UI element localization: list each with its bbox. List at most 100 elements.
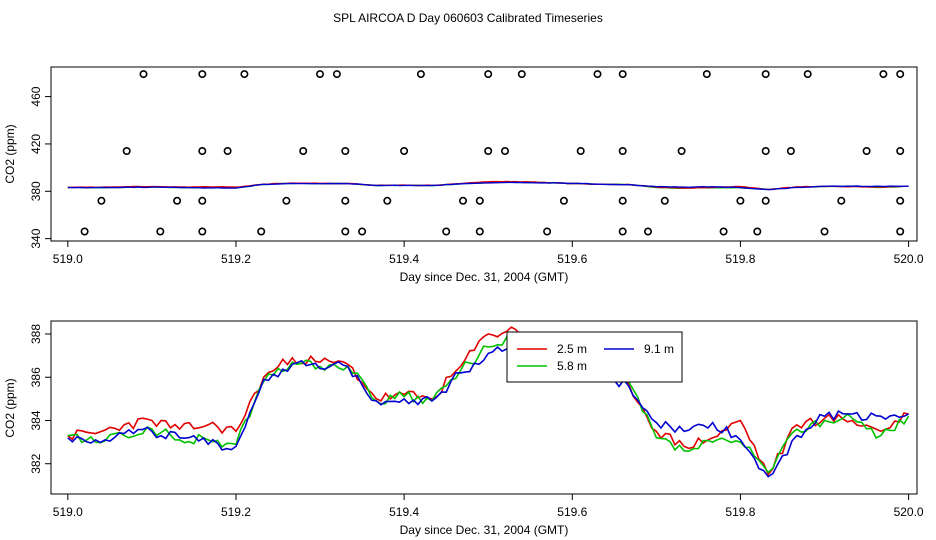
top-y-tick-label: 420	[29, 134, 43, 154]
top-scatter-point	[475, 196, 484, 205]
bottom-y-axis: 382 384 386 388	[29, 324, 51, 474]
legend-box	[506, 331, 683, 383]
top-y-tick-label: 460	[29, 86, 43, 106]
bottom-x-tick-label: 519.2	[221, 505, 251, 519]
top-scatter-point	[896, 70, 905, 79]
top-scatter-point	[416, 70, 425, 79]
top-scatter-point	[484, 147, 493, 156]
top-scatter-point	[223, 147, 232, 156]
top-scatter-points	[80, 70, 905, 236]
top-scatter-point	[442, 227, 451, 236]
bottom-y-tick-label: 388	[29, 324, 43, 344]
bottom-panel: 382 384 386 388 519.0 519.2 519.4 519.6 519.8 52…	[3, 320, 924, 537]
top-scatter-point	[576, 147, 585, 156]
bottom-y-label: CO2 (ppm)	[3, 378, 17, 437]
top-scatter-point	[257, 227, 266, 236]
top-y-axis: 340 380 420 460	[29, 86, 51, 249]
top-scatter-point	[786, 147, 795, 156]
bottom-x-tick-label: 519.8	[725, 505, 755, 519]
top-scatter-point	[618, 227, 627, 236]
top-x-label: Day since Dec. 31, 2004 (GMT)	[400, 270, 569, 284]
bottom-y-tick-label: 386	[29, 367, 43, 387]
bottom-y-tick-label: 382	[29, 453, 43, 473]
top-scatter-point	[122, 147, 131, 156]
chart-title: SPL AIRCOA D Day 060603 Calibrated Times…	[333, 11, 603, 25]
bottom-plot-frame	[50, 320, 918, 495]
top-plot-frame	[50, 66, 918, 242]
top-scatter-point	[475, 227, 484, 236]
top-scatter-point	[559, 196, 568, 205]
top-y-label: CO2 (ppm)	[3, 124, 17, 183]
top-scatter-point	[383, 196, 392, 205]
bottom-y-tick-label: 384	[29, 410, 43, 430]
bottom-series-line-2-5-m	[67, 326, 909, 477]
bottom-x-tick-label: 519.0	[53, 505, 83, 519]
bottom-x-tick-label: 520.0	[894, 505, 924, 519]
top-scatter-point	[80, 227, 89, 236]
top-x-axis: 519.0 519.2 519.4 519.6 519.8 520.0	[53, 241, 924, 266]
top-scatter-point	[341, 196, 350, 205]
top-x-tick-label: 519.8	[725, 252, 755, 266]
top-scatter-point	[517, 70, 526, 79]
top-scatter-point	[660, 196, 669, 205]
legend-label-9-1m: 9.1 m	[644, 342, 674, 356]
top-scatter-point	[896, 147, 905, 156]
top-scatter-point	[803, 70, 812, 79]
top-scatter-point	[240, 70, 249, 79]
top-scatter-point	[879, 70, 888, 79]
bottom-series-line-9-1-m	[67, 343, 909, 478]
top-scatter-point	[400, 147, 409, 156]
top-scatter-point	[677, 147, 686, 156]
bottom-series-line-5-8-m	[67, 335, 910, 474]
legend: 2.5 m 9.1 m 5.8 m	[506, 331, 683, 383]
top-scatter-point	[332, 70, 341, 79]
top-scatter-point	[896, 227, 905, 236]
top-scatter-point	[139, 70, 148, 79]
bottom-x-label: Day since Dec. 31, 2004 (GMT)	[400, 523, 569, 537]
top-scatter-point	[282, 196, 291, 205]
top-scatter-point	[837, 196, 846, 205]
bottom-x-axis: 519.0 519.2 519.4 519.6 519.8 520.0	[53, 494, 924, 519]
top-scatter-point	[458, 196, 467, 205]
bottom-series-lines	[67, 326, 910, 478]
top-scatter-point	[862, 147, 871, 156]
top-scatter-point	[736, 196, 745, 205]
top-y-tick-label: 340	[29, 228, 43, 248]
top-series-lines	[67, 180, 909, 191]
top-scatter-point	[820, 227, 829, 236]
top-scatter-point	[198, 147, 207, 156]
top-scatter-point	[896, 196, 905, 205]
top-scatter-point	[97, 196, 106, 205]
top-scatter-point	[358, 227, 367, 236]
top-scatter-point	[198, 227, 207, 236]
bottom-x-tick-label: 519.4	[389, 505, 419, 519]
legend-label-5-8m: 5.8 m	[557, 359, 587, 373]
top-scatter-point	[156, 227, 165, 236]
top-scatter-point	[593, 70, 602, 79]
top-scatter-point	[198, 70, 207, 79]
legend-label-2-5m: 2.5 m	[557, 342, 587, 356]
top-scatter-point	[341, 227, 350, 236]
top-scatter-point	[761, 147, 770, 156]
top-scatter-point	[543, 227, 552, 236]
top-scatter-point	[753, 227, 762, 236]
top-scatter-point	[643, 227, 652, 236]
top-scatter-point	[618, 196, 627, 205]
top-series-line-9-1-m	[67, 181, 909, 191]
top-y-tick-label: 380	[29, 181, 43, 201]
top-x-tick-label: 519.6	[557, 252, 587, 266]
top-scatter-point	[299, 147, 308, 156]
top-x-tick-label: 519.4	[389, 252, 419, 266]
top-scatter-point	[173, 196, 182, 205]
top-scatter-point	[702, 70, 711, 79]
top-x-tick-label: 519.0	[53, 252, 83, 266]
top-scatter-point	[719, 227, 728, 236]
top-scatter-point	[315, 70, 324, 79]
bottom-x-tick-label: 519.6	[557, 505, 587, 519]
top-panel: 340 380 420 460 519.0 519.2 519.4 519.6 519.8 52…	[3, 66, 924, 284]
top-scatter-point	[761, 196, 770, 205]
top-scatter-point	[484, 70, 493, 79]
top-x-tick-label: 519.2	[221, 252, 251, 266]
top-scatter-point	[618, 147, 627, 156]
